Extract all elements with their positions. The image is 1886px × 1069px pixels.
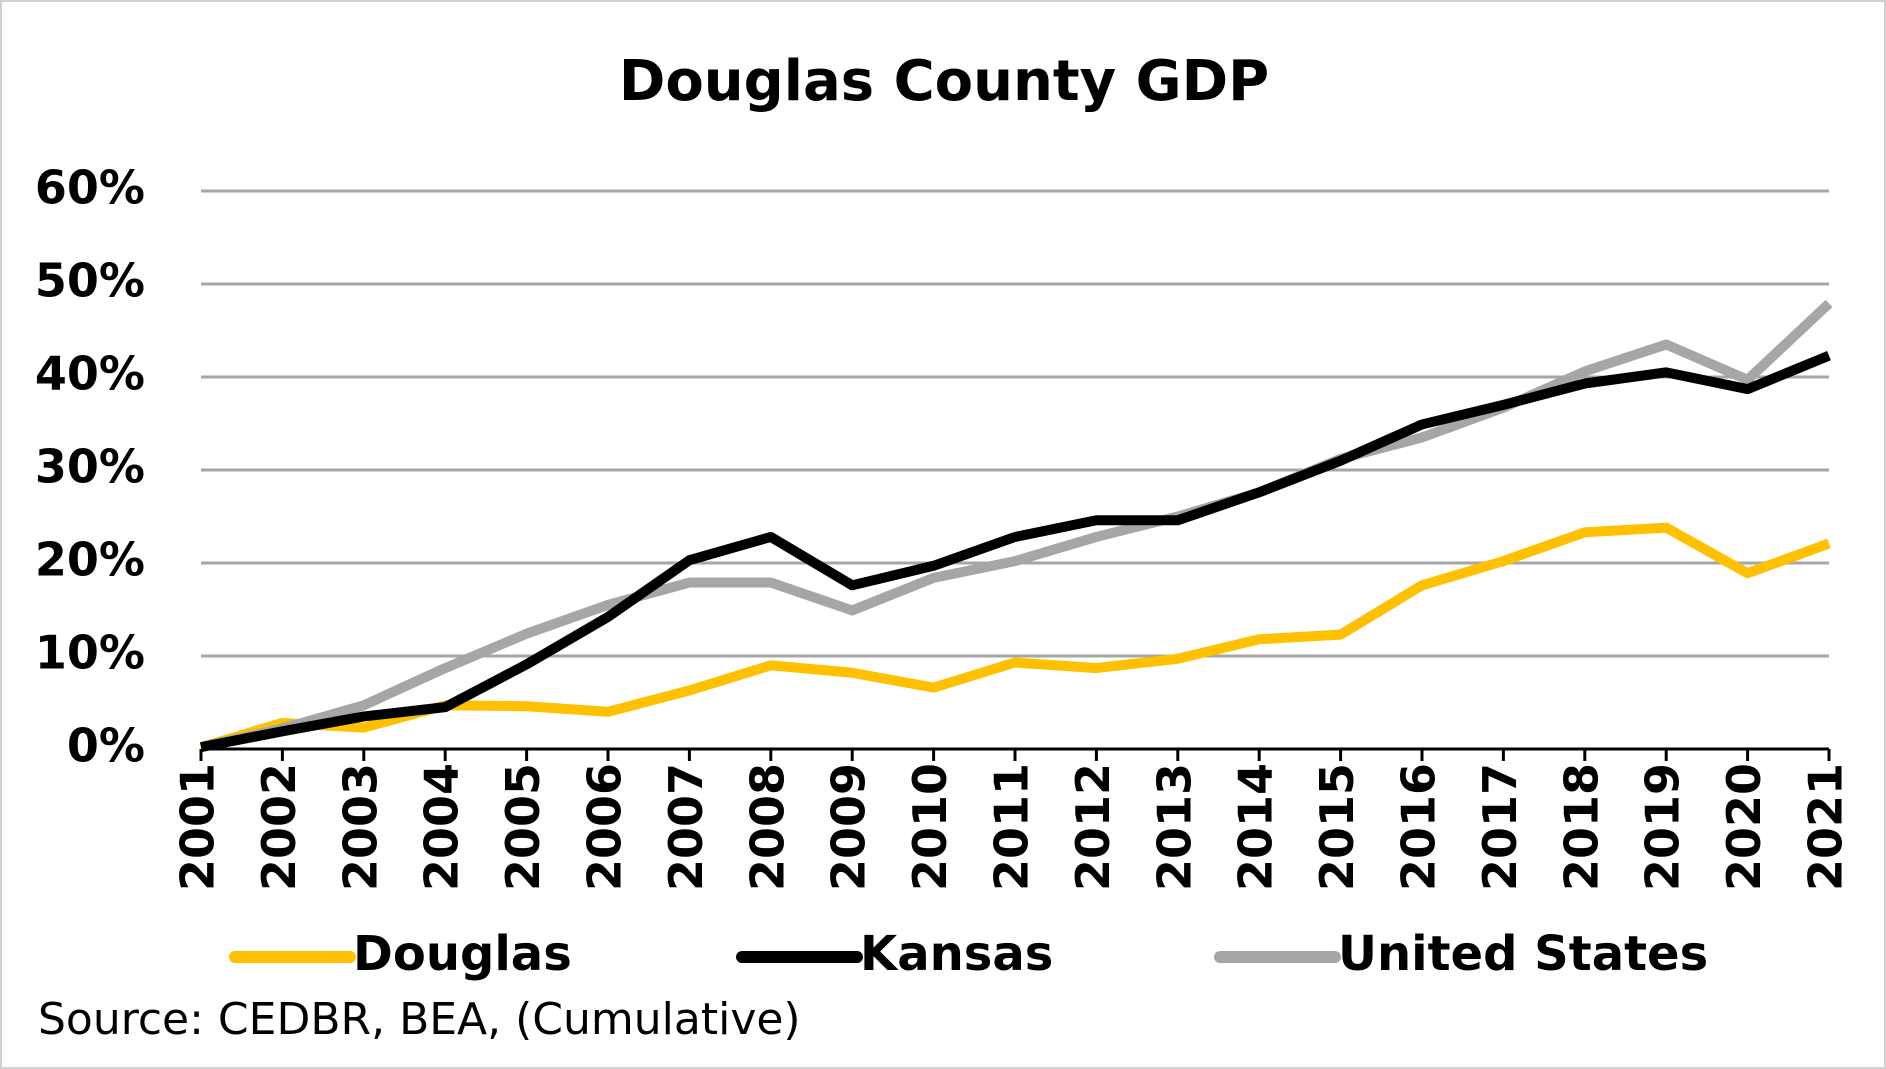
x-tick-label: 2001	[171, 763, 225, 891]
x-tick-label: 2004	[415, 763, 469, 891]
x-tick-label: 2018	[1554, 763, 1608, 891]
x-tick-label: 2020	[1717, 763, 1771, 891]
y-tick-label: 50%	[35, 254, 145, 308]
x-tick-label: 2015	[1310, 763, 1364, 891]
x-tick-label: 2002	[252, 763, 306, 891]
y-tick-label: 0%	[67, 719, 145, 773]
legend-label: United States	[1338, 926, 1708, 982]
series-line	[199, 299, 1833, 753]
legend-label: Douglas	[353, 926, 572, 982]
y-tick-label: 10%	[35, 626, 145, 680]
x-tick-label: 2019	[1636, 763, 1690, 891]
series-line	[200, 350, 1831, 753]
x-tick-label: 2013	[1147, 763, 1201, 891]
x-tick-label: 2010	[903, 763, 957, 891]
y-tick-label: 60%	[35, 161, 145, 215]
x-tick-label: 2011	[985, 763, 1039, 891]
y-tick-label: 40%	[35, 347, 145, 401]
x-tick-label: 2007	[659, 763, 713, 891]
x-tick-label: 2006	[578, 763, 632, 891]
series-line	[199, 522, 1831, 752]
x-tick-label: 2008	[740, 763, 794, 891]
x-tick-label: 2009	[822, 763, 876, 891]
y-tick-label: 30%	[35, 440, 145, 494]
x-tick-label: 2012	[1066, 763, 1120, 891]
x-tick-label: 2016	[1392, 763, 1446, 891]
x-tick-label: 2005	[496, 763, 550, 891]
source-note: Source: CEDBR, BEA, (Cumulative)	[38, 994, 801, 1045]
legend-label: Kansas	[860, 926, 1053, 982]
y-tick-label: 20%	[35, 533, 145, 587]
x-tick-label: 2014	[1229, 763, 1283, 891]
x-tick-label: 2017	[1473, 763, 1527, 891]
chart-title: Douglas County GDP	[619, 49, 1269, 114]
x-tick-label: 2003	[333, 763, 387, 891]
x-tick-label: 2021	[1799, 763, 1853, 891]
